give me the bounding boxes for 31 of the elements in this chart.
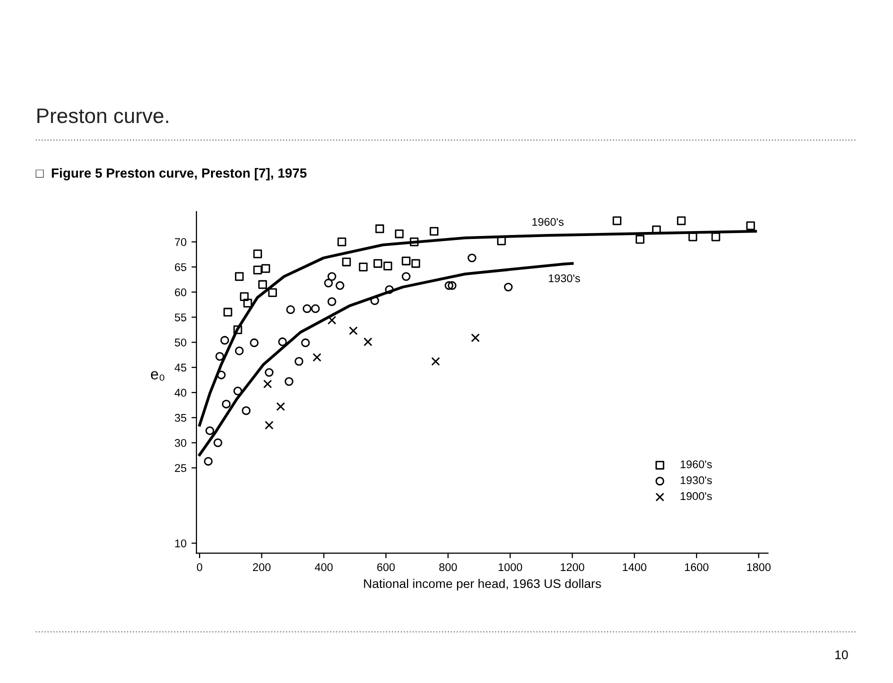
series-label: 1930's [548,274,580,282]
chart-subtitle: □ Figure 5 Preston curve, Preston [7], 1975 [36,168,307,180]
legend-label: 1960's [680,460,712,468]
y-tick-label: 55 [174,314,186,322]
y-tick-label: 60 [174,288,186,296]
y-tick-label: 70 [174,238,186,246]
x-axis-title: National income per head, 1963 US dollars [364,578,601,591]
y-tick-label: 30 [174,439,186,447]
y-tick-label: 45 [174,364,186,372]
x-tick-label: 800 [439,563,457,572]
y-axis-title: e₀ [150,371,164,381]
y-tick-label: 50 [174,338,186,346]
y-tick-label: 25 [174,464,186,472]
text: 10 [835,650,848,660]
x-tick-label: 200 [252,563,271,572]
y-tick-label: 35 [174,414,186,422]
x-tick-label: 1000 [498,563,522,572]
y-tick-label: 65 [174,263,186,272]
x-tick-label: 1600 [685,563,708,572]
x-tick-label: 1200 [560,563,584,572]
x-tick-label: 600 [377,563,395,572]
legend-label: 1900's [680,492,712,500]
series-label: 1960's [532,218,564,226]
y-tick-label: 10 [175,539,186,548]
chart-title: Preston curve. [37,108,168,124]
x-tick-label: 1400 [622,563,646,572]
y-tick-label: 40 [174,388,186,397]
x-tick-label: 0 [196,563,202,572]
x-tick-label: 1800 [747,563,771,572]
x-tick-label: 400 [314,563,333,572]
legend-label: 1930's [680,476,712,484]
